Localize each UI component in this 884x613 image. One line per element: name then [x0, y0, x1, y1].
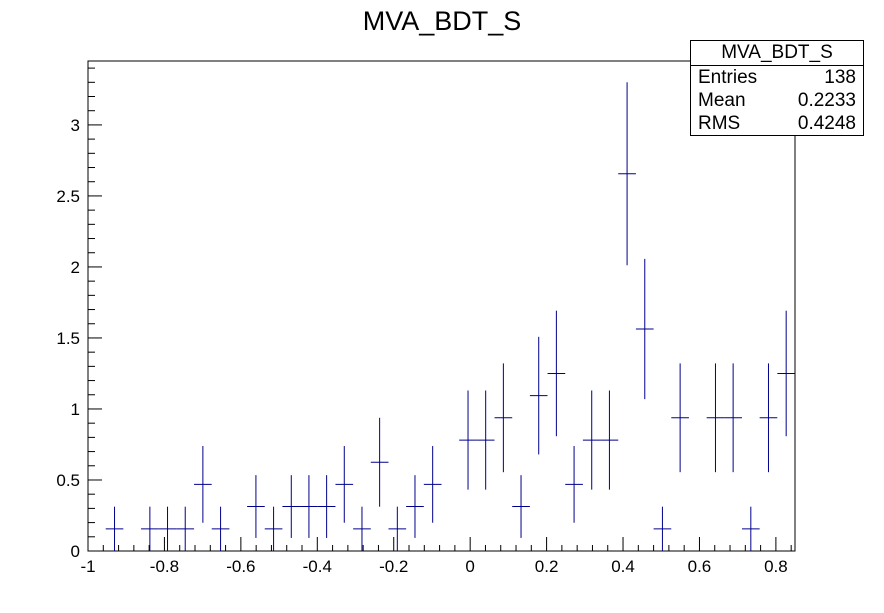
stats-value-entries: 138: [824, 67, 856, 88]
y-axis: 0 0.5 1 1.5 2 2.5 3: [56, 67, 102, 561]
data-point: [635, 258, 654, 400]
data-point: [529, 336, 548, 455]
data-point: [512, 475, 530, 538]
data-point: [194, 446, 212, 523]
y-tick-label: 2: [71, 258, 80, 277]
data-point: [158, 506, 177, 551]
x-tick-label: 0: [465, 557, 474, 576]
y-tick-label: 2.5: [56, 187, 80, 206]
data-point: [105, 506, 124, 551]
y-tick-label: 3: [71, 116, 80, 135]
data-point: [777, 310, 796, 437]
data-point: [582, 390, 601, 490]
x-tick-label: -0.2: [379, 557, 408, 576]
stats-box: MVA_BDT_S Entries 138 Mean 0.2233 RMS 0.…: [690, 40, 864, 136]
data-point: [653, 506, 672, 551]
data-point: [211, 506, 230, 551]
x-tick-label: 0.6: [688, 557, 712, 576]
data-point: [759, 363, 778, 473]
x-tick-label: -1: [80, 557, 95, 576]
data-points: [105, 82, 796, 551]
x-tick-label: -0.8: [150, 557, 179, 576]
data-point: [370, 417, 389, 507]
x-tick-label: -0.4: [303, 557, 332, 576]
data-point: [300, 475, 318, 538]
x-tick-label: -0.6: [226, 557, 255, 576]
data-point: [247, 475, 265, 538]
x-tick-label: 0.4: [611, 557, 635, 576]
stats-row-rms: RMS 0.4248: [691, 112, 863, 135]
data-point: [353, 506, 371, 551]
data-point: [388, 506, 407, 551]
y-tick-label: 1.5: [56, 329, 80, 348]
data-point: [335, 446, 354, 523]
plot-frame: [87, 60, 796, 552]
x-tick-label: 0.2: [535, 557, 559, 576]
data-point: [176, 506, 195, 551]
data-point: [406, 475, 424, 538]
data-point: [264, 506, 283, 551]
data-point: [600, 390, 619, 490]
data-point: [317, 475, 336, 538]
stats-label-mean: Mean: [698, 90, 746, 111]
stats-row-mean: Mean 0.2233: [691, 89, 863, 112]
data-point: [547, 310, 566, 437]
data-point: [141, 506, 159, 551]
stats-label-entries: Entries: [698, 67, 758, 88]
data-point: [741, 506, 760, 551]
stats-row-entries: Entries 138: [691, 66, 863, 89]
stats-label-rms: RMS: [698, 113, 741, 134]
y-tick-label: 1: [71, 400, 80, 419]
x-axis: -1 -0.8 -0.6 -0.4 -0.2 0 0.2 0.4 0.6 0.8: [80, 537, 792, 576]
stats-value-mean: 0.2233: [797, 90, 856, 111]
data-point: [724, 363, 742, 473]
data-point: [476, 390, 495, 490]
data-point: [282, 475, 301, 538]
data-point: [423, 446, 442, 523]
x-tick-label: 0.8: [764, 557, 788, 576]
data-point: [671, 363, 689, 473]
data-point: [459, 390, 477, 490]
stats-box-title: MVA_BDT_S: [691, 41, 863, 66]
data-point: [618, 82, 636, 266]
data-point: [494, 363, 513, 473]
y-tick-label: 0.5: [56, 471, 80, 490]
stats-value-rms: 0.4248: [797, 113, 856, 134]
chart-title: MVA_BDT_S: [362, 6, 522, 36]
data-point: [565, 446, 583, 523]
y-tick-label: 0: [71, 542, 80, 561]
data-point: [706, 363, 725, 473]
